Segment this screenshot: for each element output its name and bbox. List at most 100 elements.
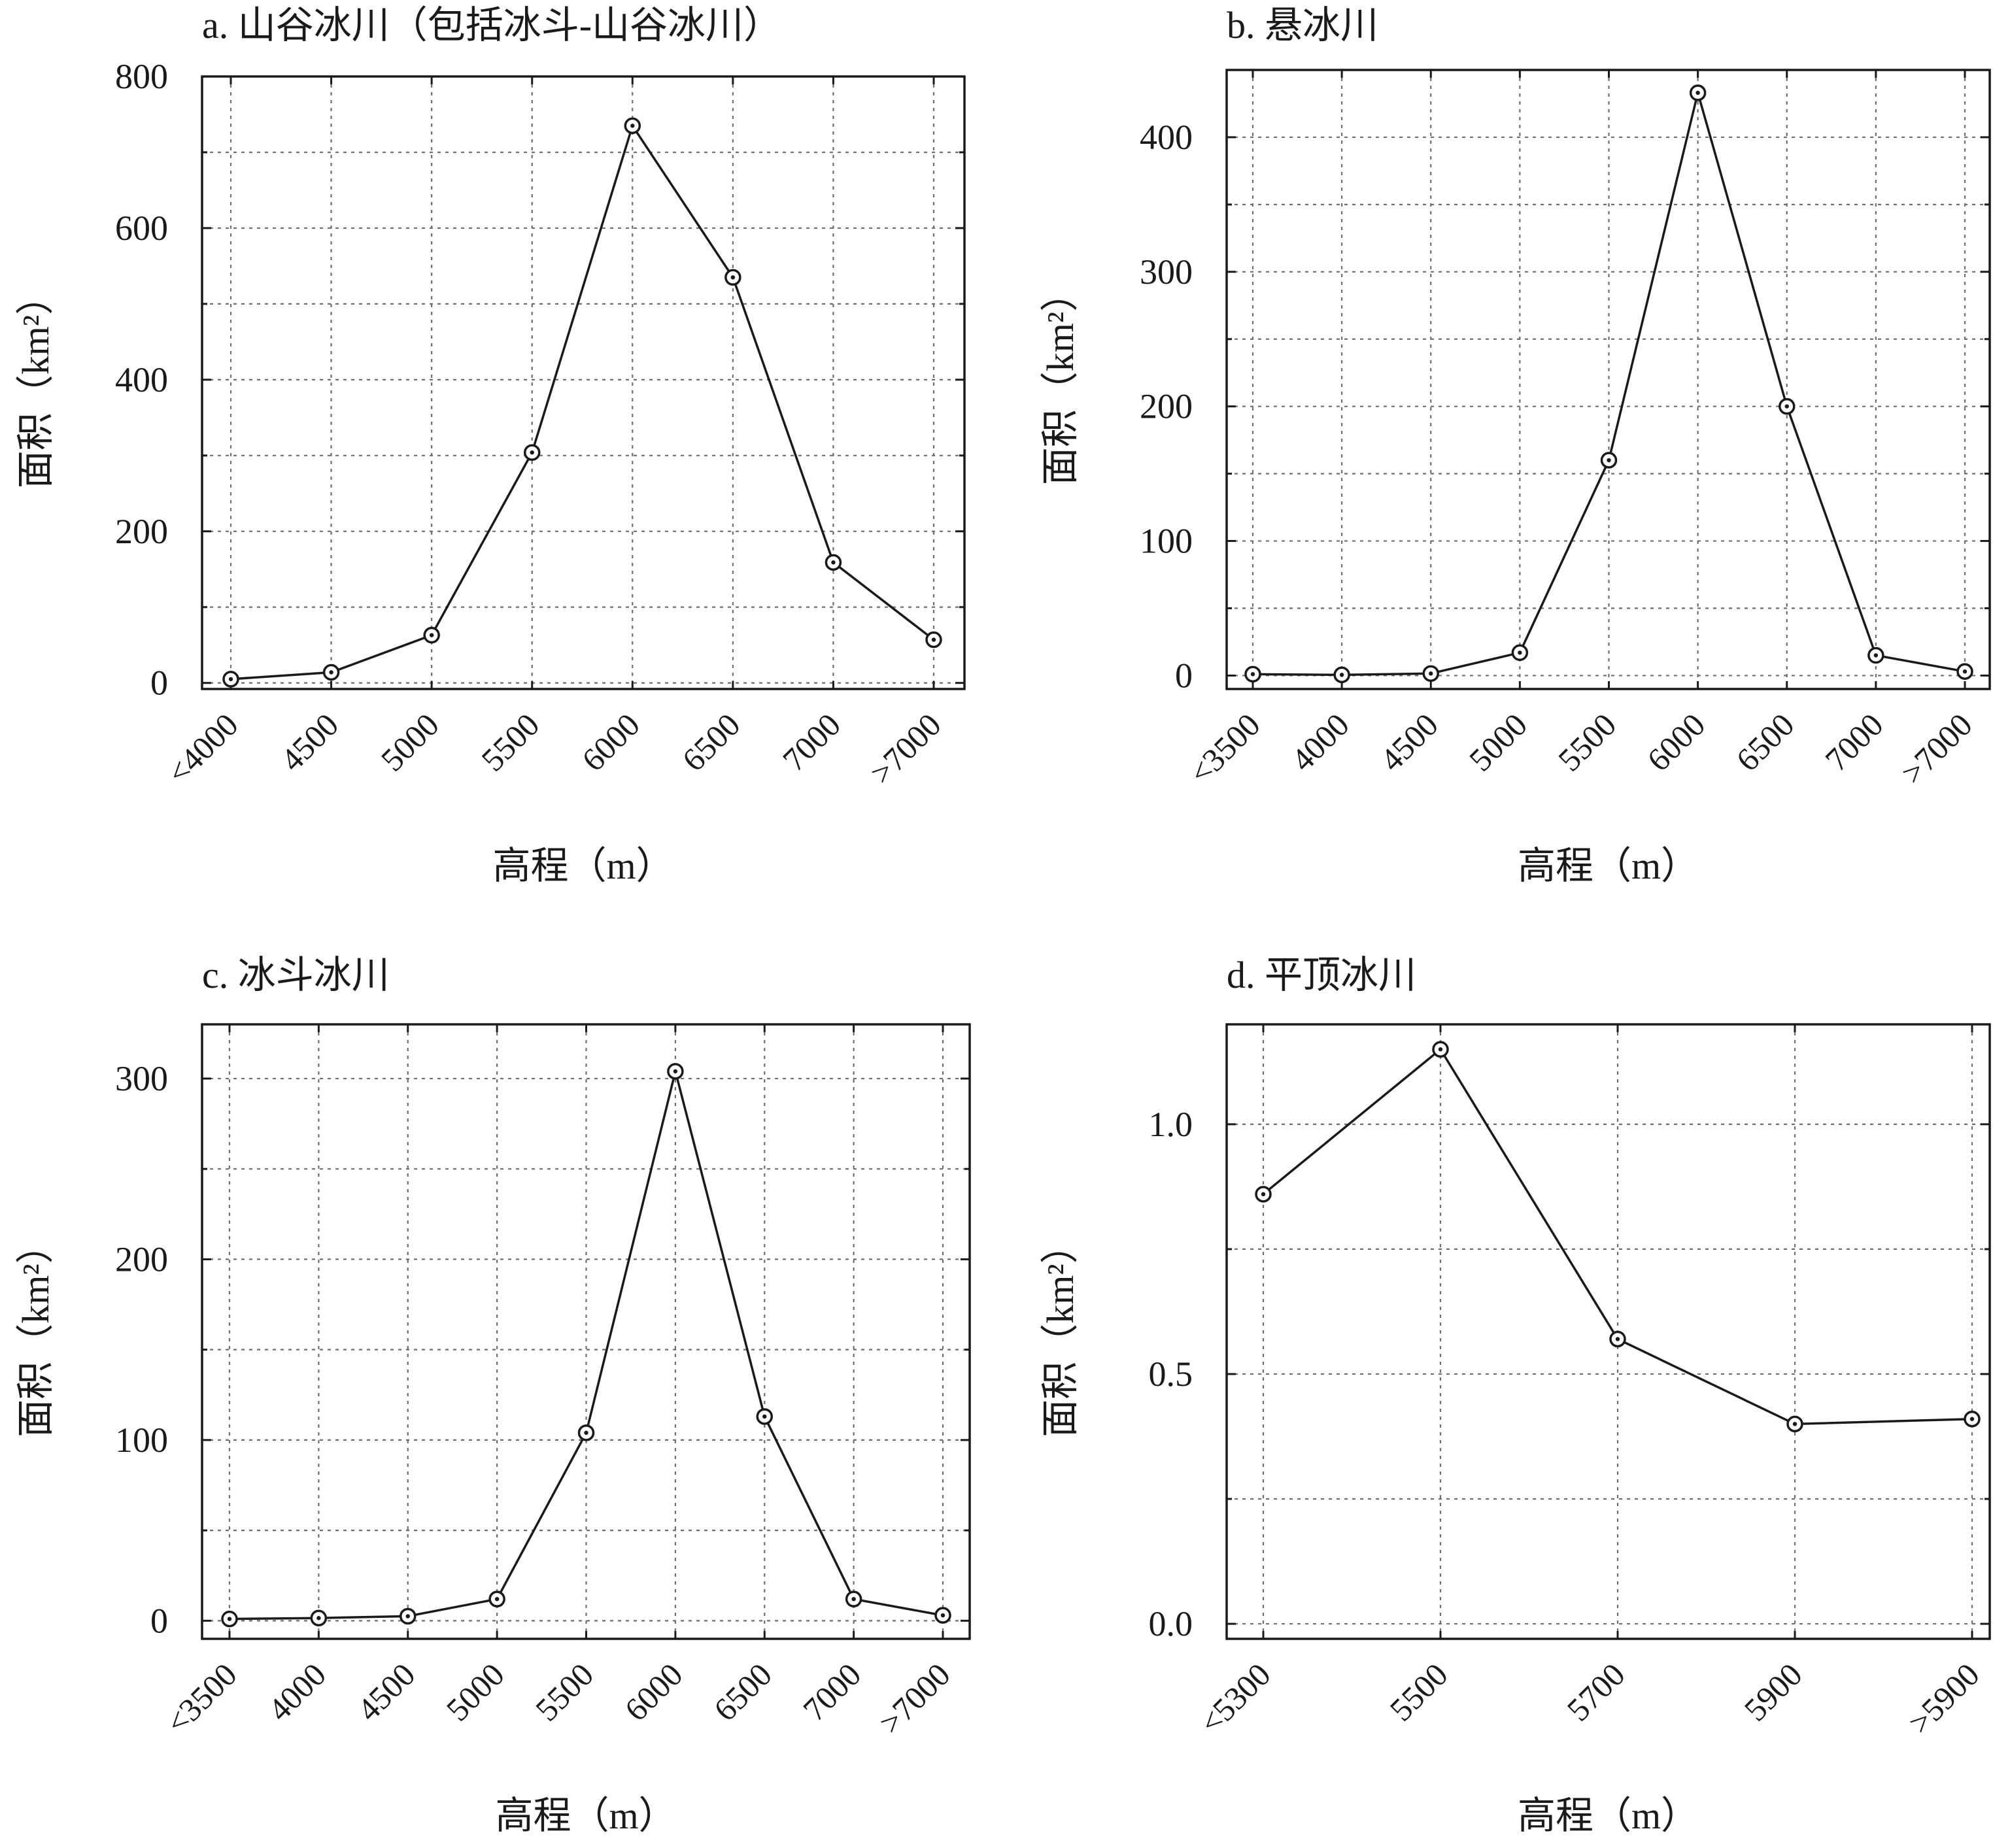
data-point xyxy=(1255,1186,1272,1203)
ytick-label: 400 xyxy=(115,360,168,399)
xtick-label: >7000 xyxy=(872,1656,957,1741)
xtick-label: 6500 xyxy=(675,706,747,778)
data-point xyxy=(1422,665,1439,682)
data-point-dot xyxy=(1261,1192,1266,1197)
data-point-dot xyxy=(1250,672,1255,677)
data-point xyxy=(667,1063,684,1080)
xtick-label: 6000 xyxy=(575,706,647,778)
ytick-label: 300 xyxy=(1140,252,1193,292)
xtick-label: 5000 xyxy=(439,1656,511,1728)
xtick-label: 7000 xyxy=(796,1656,868,1728)
data-point xyxy=(825,554,842,571)
xtick-label: 5500 xyxy=(1551,706,1623,778)
x-axis-title: 高程（m） xyxy=(1518,1794,1699,1837)
xtick-label: 6500 xyxy=(707,1656,779,1728)
data-point xyxy=(488,1590,505,1607)
data-point xyxy=(1600,452,1618,469)
xtick-label: <5300 xyxy=(1193,1656,1278,1741)
xtick-label: 5900 xyxy=(1737,1656,1809,1728)
xtick-label: <3500 xyxy=(159,1656,244,1741)
panel-title: a. 山谷冰川（包括冰斗-山谷冰川） xyxy=(202,4,781,46)
data-point xyxy=(1867,647,1884,664)
ytick-label: 100 xyxy=(115,1420,168,1460)
data-point xyxy=(1432,1041,1449,1058)
plot-frame xyxy=(201,75,966,690)
data-point-dot xyxy=(762,1414,767,1419)
data-point xyxy=(423,626,440,644)
data-point-dot xyxy=(730,275,736,280)
data-point-dot xyxy=(584,1430,588,1436)
x-axis-title: 高程（m） xyxy=(1518,845,1699,887)
data-point-dot xyxy=(530,450,534,455)
ytick-label: 0.0 xyxy=(1149,1604,1193,1643)
data-point xyxy=(1779,397,1796,415)
panel-d: 0.0 0.5 1.0 <5300 5500 5700 5900 >5900 d. 平顶冰川高程… xyxy=(1039,954,1991,1837)
data-point-dot xyxy=(1873,653,1879,658)
ytick-label: 600 xyxy=(115,209,168,248)
series-line xyxy=(230,123,935,680)
xtick-label: 6000 xyxy=(1640,706,1712,778)
xtick-label: <3500 xyxy=(1182,706,1267,791)
data-point-dot xyxy=(329,670,333,675)
panel-c: 0 100 200 300 <3500 4000 4500 5000 5500 6000 6500 7… xyxy=(14,954,971,1837)
data-point-dot xyxy=(1615,1337,1620,1341)
data-point xyxy=(1786,1415,1803,1433)
xtick-label: 4500 xyxy=(273,706,345,778)
xtick-label: <4000 xyxy=(160,706,245,791)
data-point-dot xyxy=(673,1069,678,1074)
ytick-label: 100 xyxy=(1140,522,1193,561)
data-point-dot xyxy=(1792,1422,1797,1426)
data-point xyxy=(1511,644,1529,662)
xtick-label: 5500 xyxy=(474,706,546,778)
data-point-dot xyxy=(1962,669,1967,674)
ytick-label: 0 xyxy=(150,664,168,703)
xtick-label: 5000 xyxy=(1462,706,1534,778)
xtick-label: 5500 xyxy=(1382,1656,1454,1728)
ytick-label: 0 xyxy=(1175,656,1193,695)
data-point xyxy=(934,1607,951,1624)
ytick-label: 0 xyxy=(150,1601,168,1640)
panel-a: 0 200 400 600 800 <4000 4500 5000 5500 6000 6500 70… xyxy=(14,4,966,887)
ytick-label: 1.0 xyxy=(1149,1105,1193,1144)
data-point-dot xyxy=(316,1616,321,1621)
xtick-label: >5900 xyxy=(1901,1656,1986,1741)
data-point xyxy=(1689,84,1707,101)
xtick-label: 5700 xyxy=(1559,1656,1631,1728)
x-axis-title: 高程（m） xyxy=(495,1794,676,1837)
data-point xyxy=(1244,665,1261,683)
y-axis-title: 面积（km²） xyxy=(1039,1226,1082,1437)
panel-title: d. 平顶冰川 xyxy=(1227,954,1416,996)
xtick-label: 4000 xyxy=(1284,706,1356,778)
panel-b: 0 100 200 300 400 <3500 4000 4500 5000 5500 6000 65… xyxy=(1039,4,1991,887)
plot-frame xyxy=(1225,1023,1991,1640)
xtick-label: 4000 xyxy=(261,1656,333,1728)
data-point-dot xyxy=(227,1617,232,1621)
xtick-label: 4500 xyxy=(1373,706,1445,778)
data-point-dot xyxy=(1438,1047,1443,1052)
xtick-label: 5000 xyxy=(374,706,446,778)
panel-title: b. 悬冰川 xyxy=(1227,4,1378,46)
x-axis-title: 高程（m） xyxy=(492,845,673,887)
data-point-dot xyxy=(1518,650,1522,655)
ytick-label: 0.5 xyxy=(1149,1354,1193,1394)
y-axis-title: 面积（km²） xyxy=(14,277,57,489)
data-point xyxy=(925,631,942,648)
data-point xyxy=(845,1590,862,1607)
ytick-label: 400 xyxy=(1140,118,1193,157)
y-axis-title: 面积（km²） xyxy=(14,1226,57,1437)
data-point xyxy=(756,1408,773,1425)
data-point-dot xyxy=(831,560,836,565)
panel-title: c. 冰斗冰川 xyxy=(202,954,390,996)
xtick-label: 7000 xyxy=(775,706,847,778)
ytick-label: 200 xyxy=(115,512,168,551)
data-point-dot xyxy=(630,124,635,128)
data-point xyxy=(222,671,239,688)
data-point xyxy=(1956,663,1973,680)
xtick-label: 7000 xyxy=(1818,706,1890,778)
xtick-label: >7000 xyxy=(863,706,948,791)
ytick-label: 300 xyxy=(115,1059,168,1098)
data-point-dot xyxy=(851,1596,856,1602)
data-point xyxy=(1964,1410,1981,1428)
data-point-dot xyxy=(1339,673,1344,677)
data-point xyxy=(1333,666,1350,684)
